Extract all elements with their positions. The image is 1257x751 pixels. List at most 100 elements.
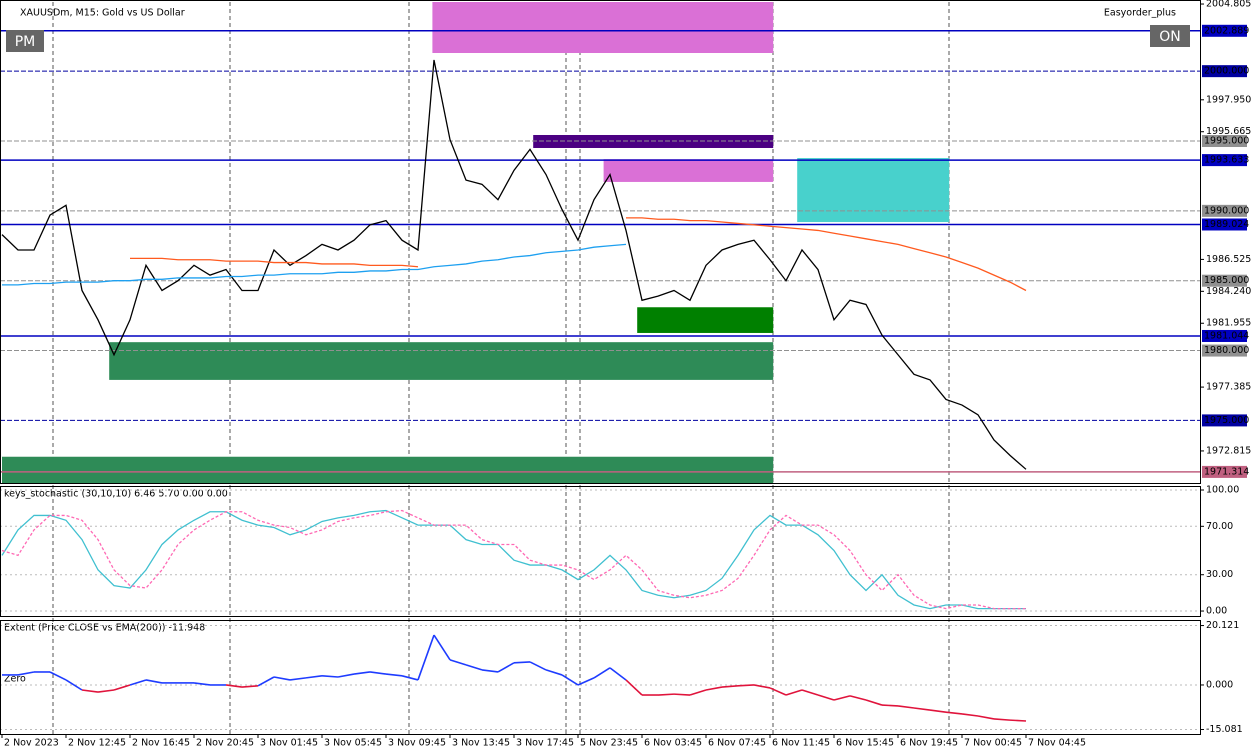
extent-segment: [833, 695, 851, 701]
extent-segment: [193, 682, 211, 686]
level-label: 1995.000: [1204, 136, 1249, 147]
extent-segment: [545, 669, 563, 676]
extent-segment: [609, 667, 627, 681]
y-tick-label: -15.081: [1206, 724, 1243, 735]
level-label-box: [1202, 274, 1247, 287]
extent-segment: [849, 695, 867, 701]
y-tick-label: 1981.955: [1206, 318, 1251, 329]
level-label: 1985.000: [1204, 275, 1249, 286]
extent-segment: [113, 684, 131, 691]
pm-button[interactable]: [6, 30, 44, 52]
x-tick-label: 6 Nov 15:45: [836, 738, 894, 749]
price-frame: [0, 0, 1201, 484]
panel-title: keys_stochastic (30,10,10) 6.46 5.70 0.0…: [4, 489, 228, 500]
extent-segment: [497, 662, 515, 673]
extent-segment: [977, 715, 995, 720]
level-label-box: [1202, 344, 1247, 357]
extent-segment: [785, 689, 803, 696]
y-tick-label: 2004.805: [1206, 0, 1251, 10]
y-tick-label: 0.00: [1206, 606, 1227, 617]
series-line: [2, 243, 627, 286]
extent-segment: [305, 675, 323, 679]
extent-segment: [17, 671, 35, 676]
extent-segment: [81, 689, 99, 693]
x-tick-label: 6 Nov 07:45: [708, 738, 766, 749]
extent-segment: [881, 704, 899, 707]
x-tick-label: 6 Nov 19:45: [900, 738, 958, 749]
extent-segment: [465, 664, 483, 671]
level-label: 1993.633: [1204, 155, 1249, 166]
zone: [603, 159, 774, 182]
extent-segment: [705, 686, 723, 691]
y-tick-label: 1972.815: [1206, 445, 1251, 456]
extent-segment: [801, 689, 819, 696]
level-label-box: [1202, 414, 1247, 427]
series-line: [1, 509, 1026, 610]
level-label-box: [1202, 135, 1247, 148]
y-tick-label: 1997.950: [1206, 94, 1251, 105]
extent-segment: [145, 679, 163, 684]
on-button-label[interactable]: ON: [1159, 29, 1181, 45]
extent-segment: [721, 685, 739, 688]
x-tick-label: 3 Nov 05:45: [324, 738, 382, 749]
y-tick-label: 0.000: [1206, 679, 1233, 690]
extent-segment: [737, 684, 755, 687]
level-label: 1989.024: [1204, 219, 1249, 230]
panel-title: Extent (Price CLOSE vs EMA(200)) -11.948: [4, 623, 205, 634]
y-tick-label: 20.121: [1206, 620, 1239, 631]
x-tick-label: 5 Nov 23:45: [580, 738, 638, 749]
x-tick-label: 7 Nov 00:45: [964, 738, 1022, 749]
level-label-box: [1202, 218, 1247, 231]
extent-segment: [353, 671, 371, 675]
zone: [797, 158, 950, 223]
extent-segment: [929, 709, 947, 713]
level-label: 2000.000: [1204, 66, 1249, 77]
extent-segment: [561, 674, 579, 686]
series-line: [1, 509, 1026, 610]
extent-segment: [433, 634, 451, 661]
y-tick-label: 1984.240: [1206, 286, 1251, 297]
extent-segment: [993, 718, 1011, 721]
extent-segment: [897, 705, 915, 709]
extent-segment: [673, 693, 691, 696]
x-tick-label: 7 Nov 04:45: [1028, 738, 1086, 749]
extent-frame: [0, 620, 1201, 735]
extent-segment: [225, 684, 243, 688]
extent-segment: [49, 671, 67, 681]
extent-segment: [657, 693, 675, 696]
stochastic-frame: [0, 486, 1201, 617]
extent-segment: [449, 659, 467, 666]
pm-button-label[interactable]: PM: [15, 34, 36, 50]
extent-segment: [625, 679, 643, 696]
y-tick-label: 1986.525: [1206, 254, 1251, 265]
y-tick-label: 100.00: [1206, 484, 1239, 495]
y-tick-label: 1995.665: [1206, 126, 1251, 137]
series-line: [130, 257, 419, 268]
level-label: 1990.000: [1204, 205, 1249, 216]
panel-frames: [0, 0, 1201, 735]
y-tick-label: 30.00: [1206, 569, 1233, 580]
level-label-box: [1202, 65, 1247, 78]
series-line: [1, 59, 1027, 470]
x-tick-label: 3 Nov 13:45: [452, 738, 510, 749]
zone: [637, 307, 774, 333]
extent-segment: [753, 684, 771, 689]
level-label-box: [1202, 154, 1247, 167]
extent-segment: [257, 676, 275, 687]
series-line: [626, 217, 1027, 292]
level-label: 2002.889: [1204, 25, 1249, 36]
y-tick-label: 1977.385: [1206, 382, 1251, 393]
zone: [109, 342, 774, 380]
extent-segment: [529, 661, 547, 671]
extent-segment: [577, 677, 595, 686]
x-tick-label: 3 Nov 09:45: [388, 738, 446, 749]
on-button[interactable]: [1150, 25, 1190, 47]
x-tick-label: 6 Nov 11:45: [772, 738, 830, 749]
extent-segment: [769, 687, 787, 696]
extent-segment: [817, 694, 835, 701]
extent-segment: [865, 699, 883, 706]
extent-segment: [289, 677, 307, 681]
level-label: 1980.000: [1204, 345, 1249, 356]
